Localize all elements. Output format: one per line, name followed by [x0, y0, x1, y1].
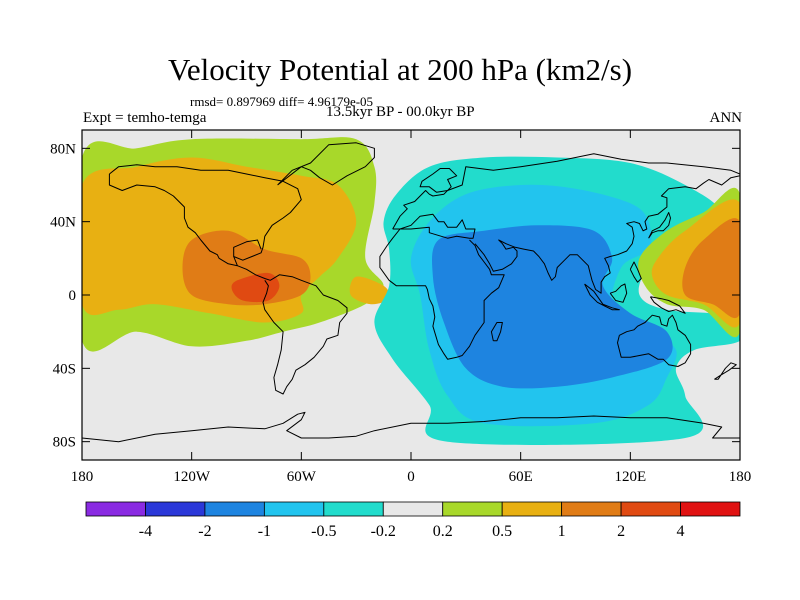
colorbar-swatch — [620, 501, 681, 517]
contour-region-indo-negative-3 — [431, 225, 673, 389]
coastline-5 — [379, 213, 505, 360]
coastline-13 — [648, 212, 671, 239]
colorbar-label: 2 — [617, 523, 625, 540]
coastline-2 — [108, 174, 238, 267]
colorbar-label: -2 — [198, 523, 211, 540]
y-tick-label: 80N — [50, 141, 76, 157]
colorbar-swatch — [442, 501, 503, 517]
y-tick-label: 80S — [53, 435, 76, 451]
x-tick-label: 180 — [729, 469, 752, 485]
coastline-8 — [617, 314, 692, 367]
coastline-1 — [233, 256, 348, 395]
colorbar-label: -4 — [139, 523, 152, 540]
x-tick-label: 120E — [614, 469, 646, 485]
x-tick-label: 180 — [71, 469, 94, 485]
colorbar-swatch — [323, 501, 384, 517]
colorbar-swatch — [501, 501, 563, 517]
colorbar-swatch — [85, 501, 146, 517]
coastline-9 — [649, 296, 686, 314]
y-tick-label: 0 — [69, 288, 77, 304]
stats-text: rmsd= 0.897969 diff= 4.96179e-05 — [190, 94, 374, 109]
y-tick-label: 40N — [50, 215, 76, 231]
y-tick-label: 40S — [53, 361, 76, 377]
colorbar-label: -0.5 — [311, 523, 336, 540]
coastline-14 — [714, 362, 737, 380]
colorbar-label: 1 — [558, 523, 566, 540]
colorbar-label: 4 — [677, 523, 685, 540]
coastline-7 — [490, 322, 503, 342]
colorbar-swatch — [561, 501, 622, 517]
x-tick-label: 0 — [407, 469, 415, 485]
coastline-10 — [584, 283, 620, 311]
coastline-3 — [277, 142, 375, 186]
colorbar-swatch — [680, 501, 741, 517]
x-tick-label: 120W — [173, 469, 211, 485]
x-tick-label: 60E — [509, 469, 533, 485]
colorbar-swatch — [204, 501, 265, 517]
contour-region-pacific-positive-tail — [349, 276, 390, 305]
coastline-6 — [474, 175, 740, 294]
colorbar-label: 0.2 — [433, 523, 453, 540]
colorbar-label: -0.2 — [371, 523, 396, 540]
chart-title: Velocity Potential at 200 hPa (km2/s) — [167, 52, 633, 87]
coastline-15 — [82, 411, 740, 443]
contour-region-westpac-positive-3 — [682, 218, 740, 319]
x-tick-label: 60W — [287, 469, 317, 485]
experiment-label: Expt = temho-temga — [83, 110, 207, 126]
season-label: ANN — [709, 110, 743, 126]
colorbar-swatch — [145, 501, 206, 517]
colorbar-swatch — [263, 501, 325, 517]
period-label: 13.5kyr BP - 00.0kyr BP — [326, 104, 475, 120]
contour-region-pacific-positive-4 — [231, 272, 280, 303]
colorbar-swatch — [382, 501, 444, 517]
colorbar-label: 0.5 — [492, 523, 512, 540]
colorbar-label: -1 — [258, 523, 271, 540]
coastline-12 — [629, 261, 642, 283]
coastline-4 — [392, 153, 740, 230]
coastline-11 — [609, 283, 628, 303]
